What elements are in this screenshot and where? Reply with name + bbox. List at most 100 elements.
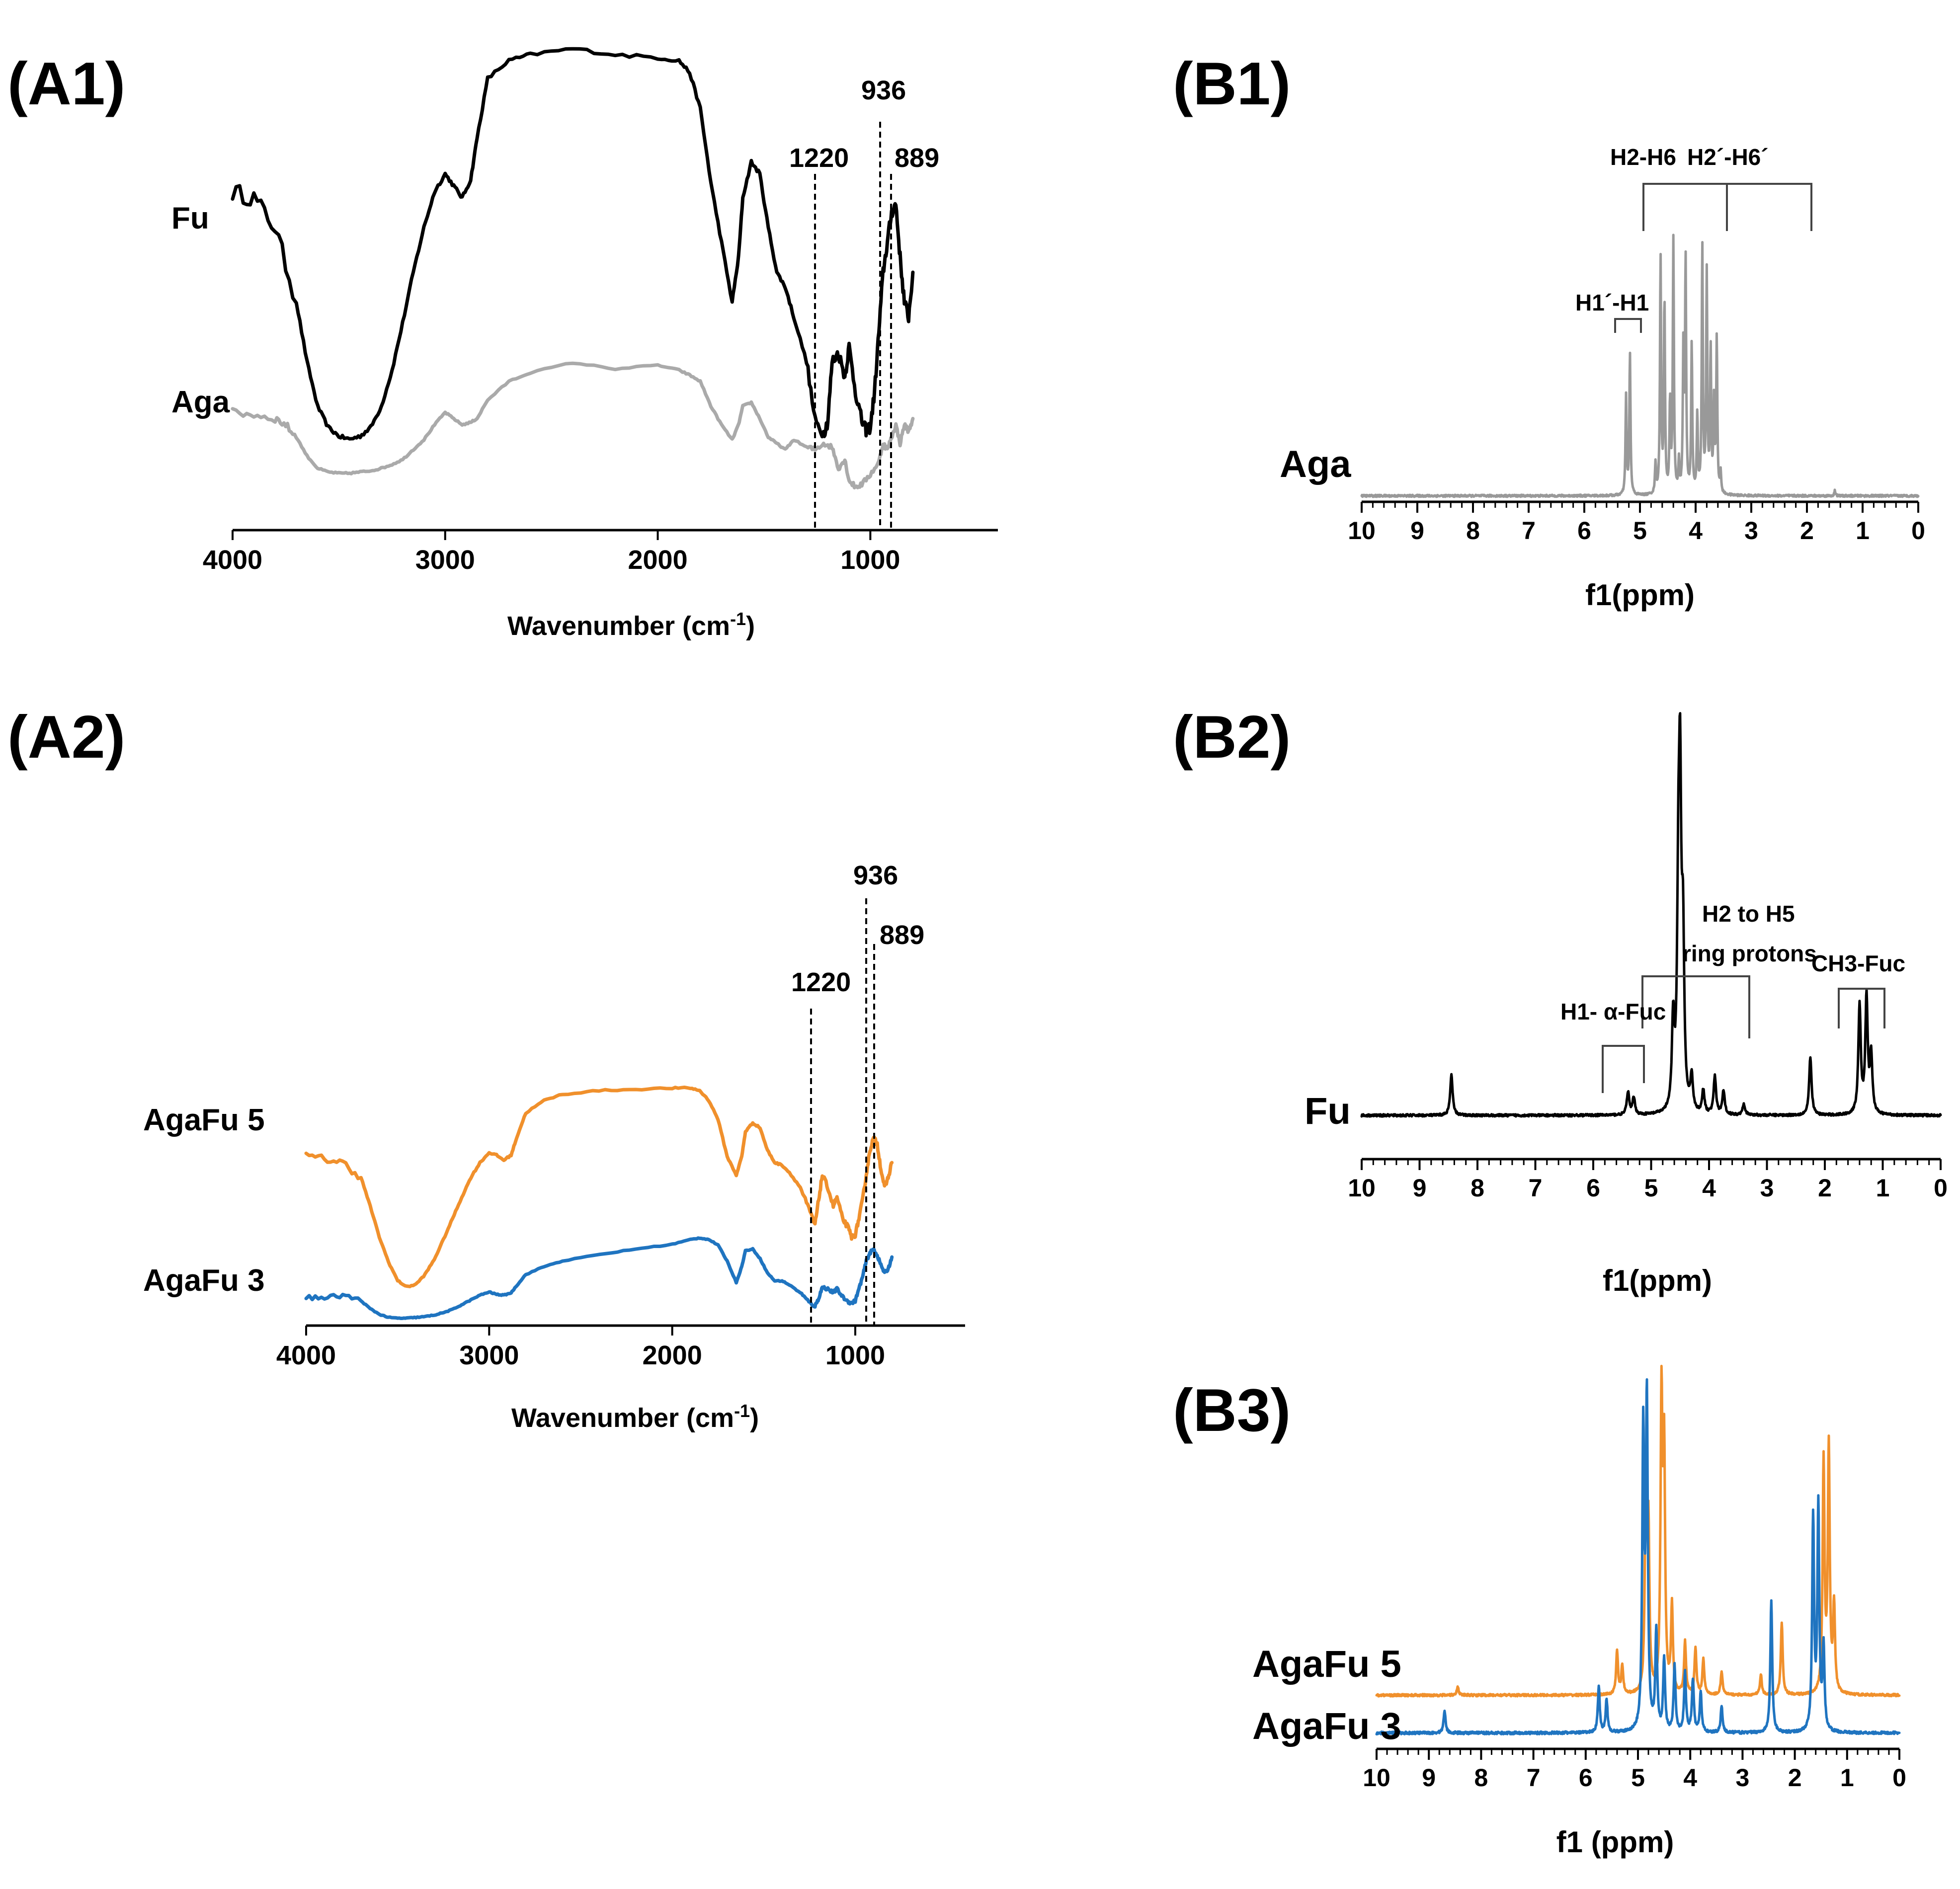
b3-tick-label-3: 3: [1735, 1764, 1749, 1792]
b1-annotation-h2p-h6p: H2´-H6´: [1687, 144, 1769, 170]
b3-tick-label-10: 10: [1363, 1764, 1390, 1792]
a1-tick-label-3000: 3000: [415, 545, 475, 575]
a1-series-aga: [231, 361, 915, 490]
b1-traces: [1360, 234, 1920, 498]
b1-tick-label-10: 10: [1348, 517, 1376, 545]
panel-b3: (B3) 10 9 8 7 6 5 4 3 2 1 0 AgaFu 5 AgaFu 3 f1 (pp…: [1173, 1364, 1906, 1859]
a2-tick-label-3000: 3000: [459, 1340, 519, 1370]
a2-annotation-1220: 1220: [791, 967, 851, 997]
panel-label-a1: (A1): [7, 50, 125, 117]
b1-tick-label-6: 6: [1577, 517, 1591, 545]
panel-label-b2: (B2): [1173, 703, 1291, 771]
b1-tick-label-1: 1: [1856, 517, 1870, 545]
b2-traces: [1360, 712, 1942, 1118]
b1-x-axis-label: f1(ppm): [1585, 578, 1695, 612]
a1-tick-label-1000: 1000: [840, 545, 900, 575]
a2-series-agafu5: [304, 1086, 894, 1288]
b2-tick-label-0: 0: [1934, 1174, 1948, 1202]
b1-x-ticks: 10 9 8 7 6 5 4 3 2 1 0: [1348, 502, 1925, 545]
b3-series-label-agafu5: AgaFu 5: [1252, 1643, 1401, 1685]
a1-tick-label-2000: 2000: [628, 545, 687, 575]
b1-tick-label-5: 5: [1633, 517, 1647, 545]
panel-label-b1: (B1): [1173, 50, 1291, 117]
a1-tick-label-4000: 4000: [203, 545, 262, 575]
b1-tick-label-4: 4: [1689, 517, 1703, 545]
a1-annotation-1220: 1220: [789, 143, 849, 173]
panel-label-a2: (A2): [7, 703, 125, 771]
b2-annotation-h2-h5: H2 to H5: [1702, 901, 1795, 927]
b2-series-label-fu: Fu: [1305, 1090, 1351, 1132]
a1-annotation-889: 889: [895, 143, 939, 173]
b1-bracket-h1p-h1: [1614, 318, 1642, 333]
b2-tick-label-7: 7: [1529, 1174, 1543, 1202]
b3-series-agafu5: [1375, 1364, 1901, 1698]
b3-x-axis-label: f1 (ppm): [1556, 1825, 1674, 1859]
b3-tick-label-1: 1: [1840, 1764, 1854, 1792]
b2-annotation-ring-protons: ring protons: [1682, 941, 1817, 966]
b3-tick-label-4: 4: [1683, 1764, 1697, 1792]
a1-x-axis-label: Wavenumber (cm-1): [507, 609, 755, 641]
a2-series-agafu3: [304, 1236, 894, 1320]
b1-series-label-aga: Aga: [1280, 443, 1351, 485]
b2-tick-label-1: 1: [1876, 1174, 1890, 1202]
b1-bracket-h2-h6: [1642, 183, 1728, 231]
b2-tick-label-2: 2: [1818, 1174, 1832, 1202]
a1-traces: [231, 47, 915, 490]
b1-tick-label-2: 2: [1800, 517, 1814, 545]
b3-tick-label-6: 6: [1579, 1764, 1593, 1792]
b2-tick-label-10: 10: [1348, 1174, 1376, 1202]
a2-tick-label-4000: 4000: [276, 1340, 336, 1370]
b1-tick-label-9: 9: [1410, 517, 1424, 545]
b3-tick-label-5: 5: [1631, 1764, 1645, 1792]
b3-tick-label-2: 2: [1788, 1764, 1802, 1792]
b2-bracket-h1-fuc: [1602, 1045, 1645, 1093]
a1-series-label-fu: Fu: [171, 201, 209, 236]
b3-series-label-agafu3: AgaFu 3: [1252, 1705, 1401, 1747]
a2-traces: [304, 1086, 894, 1320]
b2-tick-label-3: 3: [1760, 1174, 1774, 1202]
b1-tick-label-7: 7: [1522, 517, 1536, 545]
panel-label-b3: (B3): [1173, 1376, 1291, 1444]
a2-annotation-936: 936: [853, 861, 898, 890]
a2-x-axis-label: Wavenumber (cm-1): [511, 1401, 759, 1433]
b2-tick-label-4: 4: [1702, 1174, 1716, 1202]
b2-tick-label-5: 5: [1644, 1174, 1658, 1202]
a2-annotation-889: 889: [880, 920, 924, 950]
a2-series-label-agafu5: AgaFu 5: [143, 1103, 265, 1137]
b1-tick-label-8: 8: [1466, 517, 1480, 545]
b2-annotation-h1-fuc: H1- α-Fuc: [1560, 999, 1666, 1024]
b1-tick-label-3: 3: [1744, 517, 1758, 545]
b1-annotation-h2-h6: H2-H6: [1610, 144, 1676, 170]
a1-series-fu: [231, 47, 915, 441]
b2-annotation-ch3-fuc: CH3-Fuc: [1811, 950, 1905, 976]
b2-bracket-h2-h5: [1641, 975, 1750, 1038]
a1-annotation-936: 936: [861, 76, 906, 105]
b3-x-ticks: 10 9 8 7 6 5 4 3 2 1 0: [1363, 1749, 1906, 1792]
b2-tick-label-9: 9: [1413, 1174, 1427, 1202]
panel-b2: (B2) 10 9 8 7 6 5 4 3 2 1 0 H1- α-Fuc H2 to H5 rin…: [1173, 703, 1948, 1297]
b2-x-axis-label: f1(ppm): [1603, 1264, 1712, 1297]
b1-series-aga: [1360, 234, 1920, 498]
b1-bracket-h2p-h6p: [1721, 183, 1812, 231]
panel-a1: (A1) 4000 3000 2000 1000 1220 936 889 Fu Ag…: [7, 47, 998, 641]
a2-x-ticks: 4000 3000 2000 1000: [276, 1326, 885, 1370]
b2-series-fu: [1360, 712, 1942, 1118]
b3-tick-label-9: 9: [1422, 1764, 1436, 1792]
panel-b1: (B1) 10 9 8 7 6 5 4 3 2 1 0 H2-H6 H2´-H6´ H1´-H1 A…: [1173, 50, 1925, 612]
b2-bracket-ch3-fuc: [1838, 988, 1885, 1028]
panel-a2: (A2) 4000 3000 2000 1000 1220 936 889 AgaFu…: [7, 703, 965, 1433]
b3-tick-label-7: 7: [1527, 1764, 1541, 1792]
a2-tick-label-1000: 1000: [825, 1340, 885, 1370]
b3-tick-label-8: 8: [1474, 1764, 1488, 1792]
a1-x-ticks: 4000 3000 2000 1000: [203, 530, 900, 575]
b3-traces: [1375, 1364, 1901, 1735]
a2-tick-label-2000: 2000: [643, 1340, 702, 1370]
b3-series-agafu3: [1375, 1378, 1901, 1735]
b3-tick-label-0: 0: [1892, 1764, 1906, 1792]
b2-tick-label-8: 8: [1470, 1174, 1484, 1202]
b1-tick-label-0: 0: [1911, 517, 1925, 545]
a2-series-label-agafu3: AgaFu 3: [143, 1263, 265, 1298]
b2-x-ticks: 10 9 8 7 6 5 4 3 2 1 0: [1348, 1159, 1948, 1202]
b2-tick-label-6: 6: [1586, 1174, 1600, 1202]
